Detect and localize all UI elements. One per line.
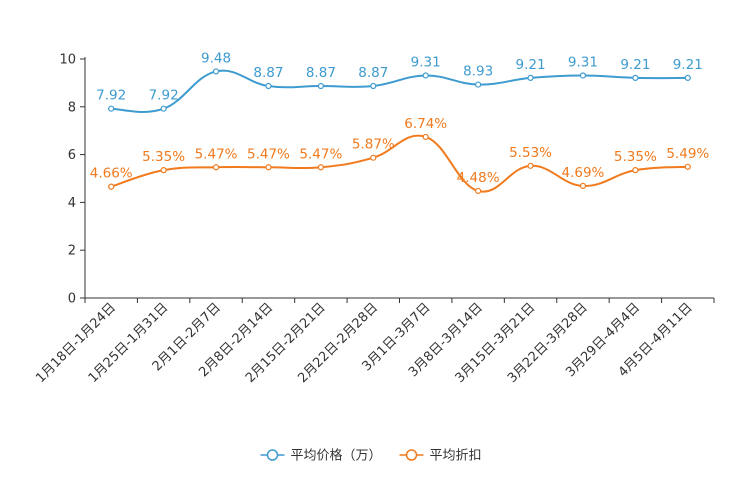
data-point [684,74,691,81]
data-label: 5.53% [509,145,552,161]
data-label: 8.87 [306,65,336,81]
data-label: 7.92 [149,88,179,104]
legend-label: 平均折扣 [430,449,482,464]
data-point [579,182,587,190]
legend-item-0[interactable]: 平均价格（万） [260,448,382,464]
data-point [317,164,324,171]
y-tick-label: 4 [68,196,76,211]
data-point [370,82,377,90]
data-point [475,187,482,195]
data-label: 5.47% [195,146,238,162]
data-label: 5.49% [666,146,709,162]
data-label: 9.21 [620,57,650,73]
data-label: 5.47% [247,146,290,162]
data-point [527,74,534,81]
data-point [108,105,115,112]
y-tick-label: 0 [68,292,76,307]
y-tick-label: 8 [68,100,76,115]
data-point [317,82,324,90]
axes: 02468101月18日-1月24日1月25日-1月31日2月1日-2月7日2月… [33,53,715,386]
data-label: 9.31 [568,54,598,70]
data-label: 9.21 [673,57,703,73]
series-line-1 [110,134,688,193]
data-point [265,164,272,171]
data-point [475,81,482,88]
data-point [422,133,429,141]
data-label: 4.69% [562,165,605,181]
data-labels: 7.92 7.92 9.48 8.87 8.87 8.87 9.31 8.93 9.21 9.31… [90,50,710,186]
legend-marker-icon [266,449,279,461]
legend: 平均价格（万） 平均折扣 [260,448,482,464]
data-label: 9.31 [411,54,441,70]
data-label: 4.66% [90,166,133,182]
data-label: 5.47% [299,146,342,162]
data-point [370,154,377,161]
data-label: 8.87 [358,65,388,81]
data-label: 7.92 [96,88,126,104]
data-point [684,163,691,170]
data-point [632,74,639,81]
data-label: 9.48 [201,50,231,66]
data-label: 9.21 [516,57,546,73]
y-tick-label: 6 [68,148,76,163]
data-label: 5.87% [352,137,395,153]
data-point [212,68,220,75]
data-point [160,167,167,174]
data-point [579,72,587,79]
data-label: 8.93 [463,64,493,80]
data-label: 4.48% [457,170,500,186]
y-tick-label: 2 [68,244,76,259]
legend-label: 平均价格（万） [290,448,381,464]
data-point [108,183,115,190]
data-point [265,82,272,90]
series-line-0 [111,69,688,113]
data-point [422,72,429,79]
series-layer [108,68,691,195]
data-point [632,167,639,174]
data-label: 5.35% [142,149,185,165]
data-point [212,164,220,171]
legend-marker-icon [405,449,418,461]
y-tick-label: 10 [59,53,76,68]
legend-item-1[interactable]: 平均折扣 [399,449,482,464]
data-label: 5.35% [614,149,657,165]
data-point [160,105,167,112]
data-point [527,162,534,169]
data-label: 8.87 [253,65,283,81]
data-label: 6.74% [404,116,447,132]
